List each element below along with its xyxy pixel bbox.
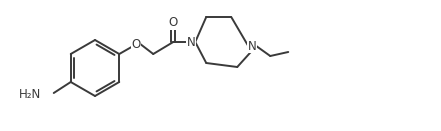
Text: N: N	[187, 36, 196, 48]
Text: N: N	[248, 40, 257, 53]
Text: H₂N: H₂N	[19, 88, 41, 100]
Text: O: O	[168, 17, 178, 29]
Text: O: O	[131, 37, 141, 50]
